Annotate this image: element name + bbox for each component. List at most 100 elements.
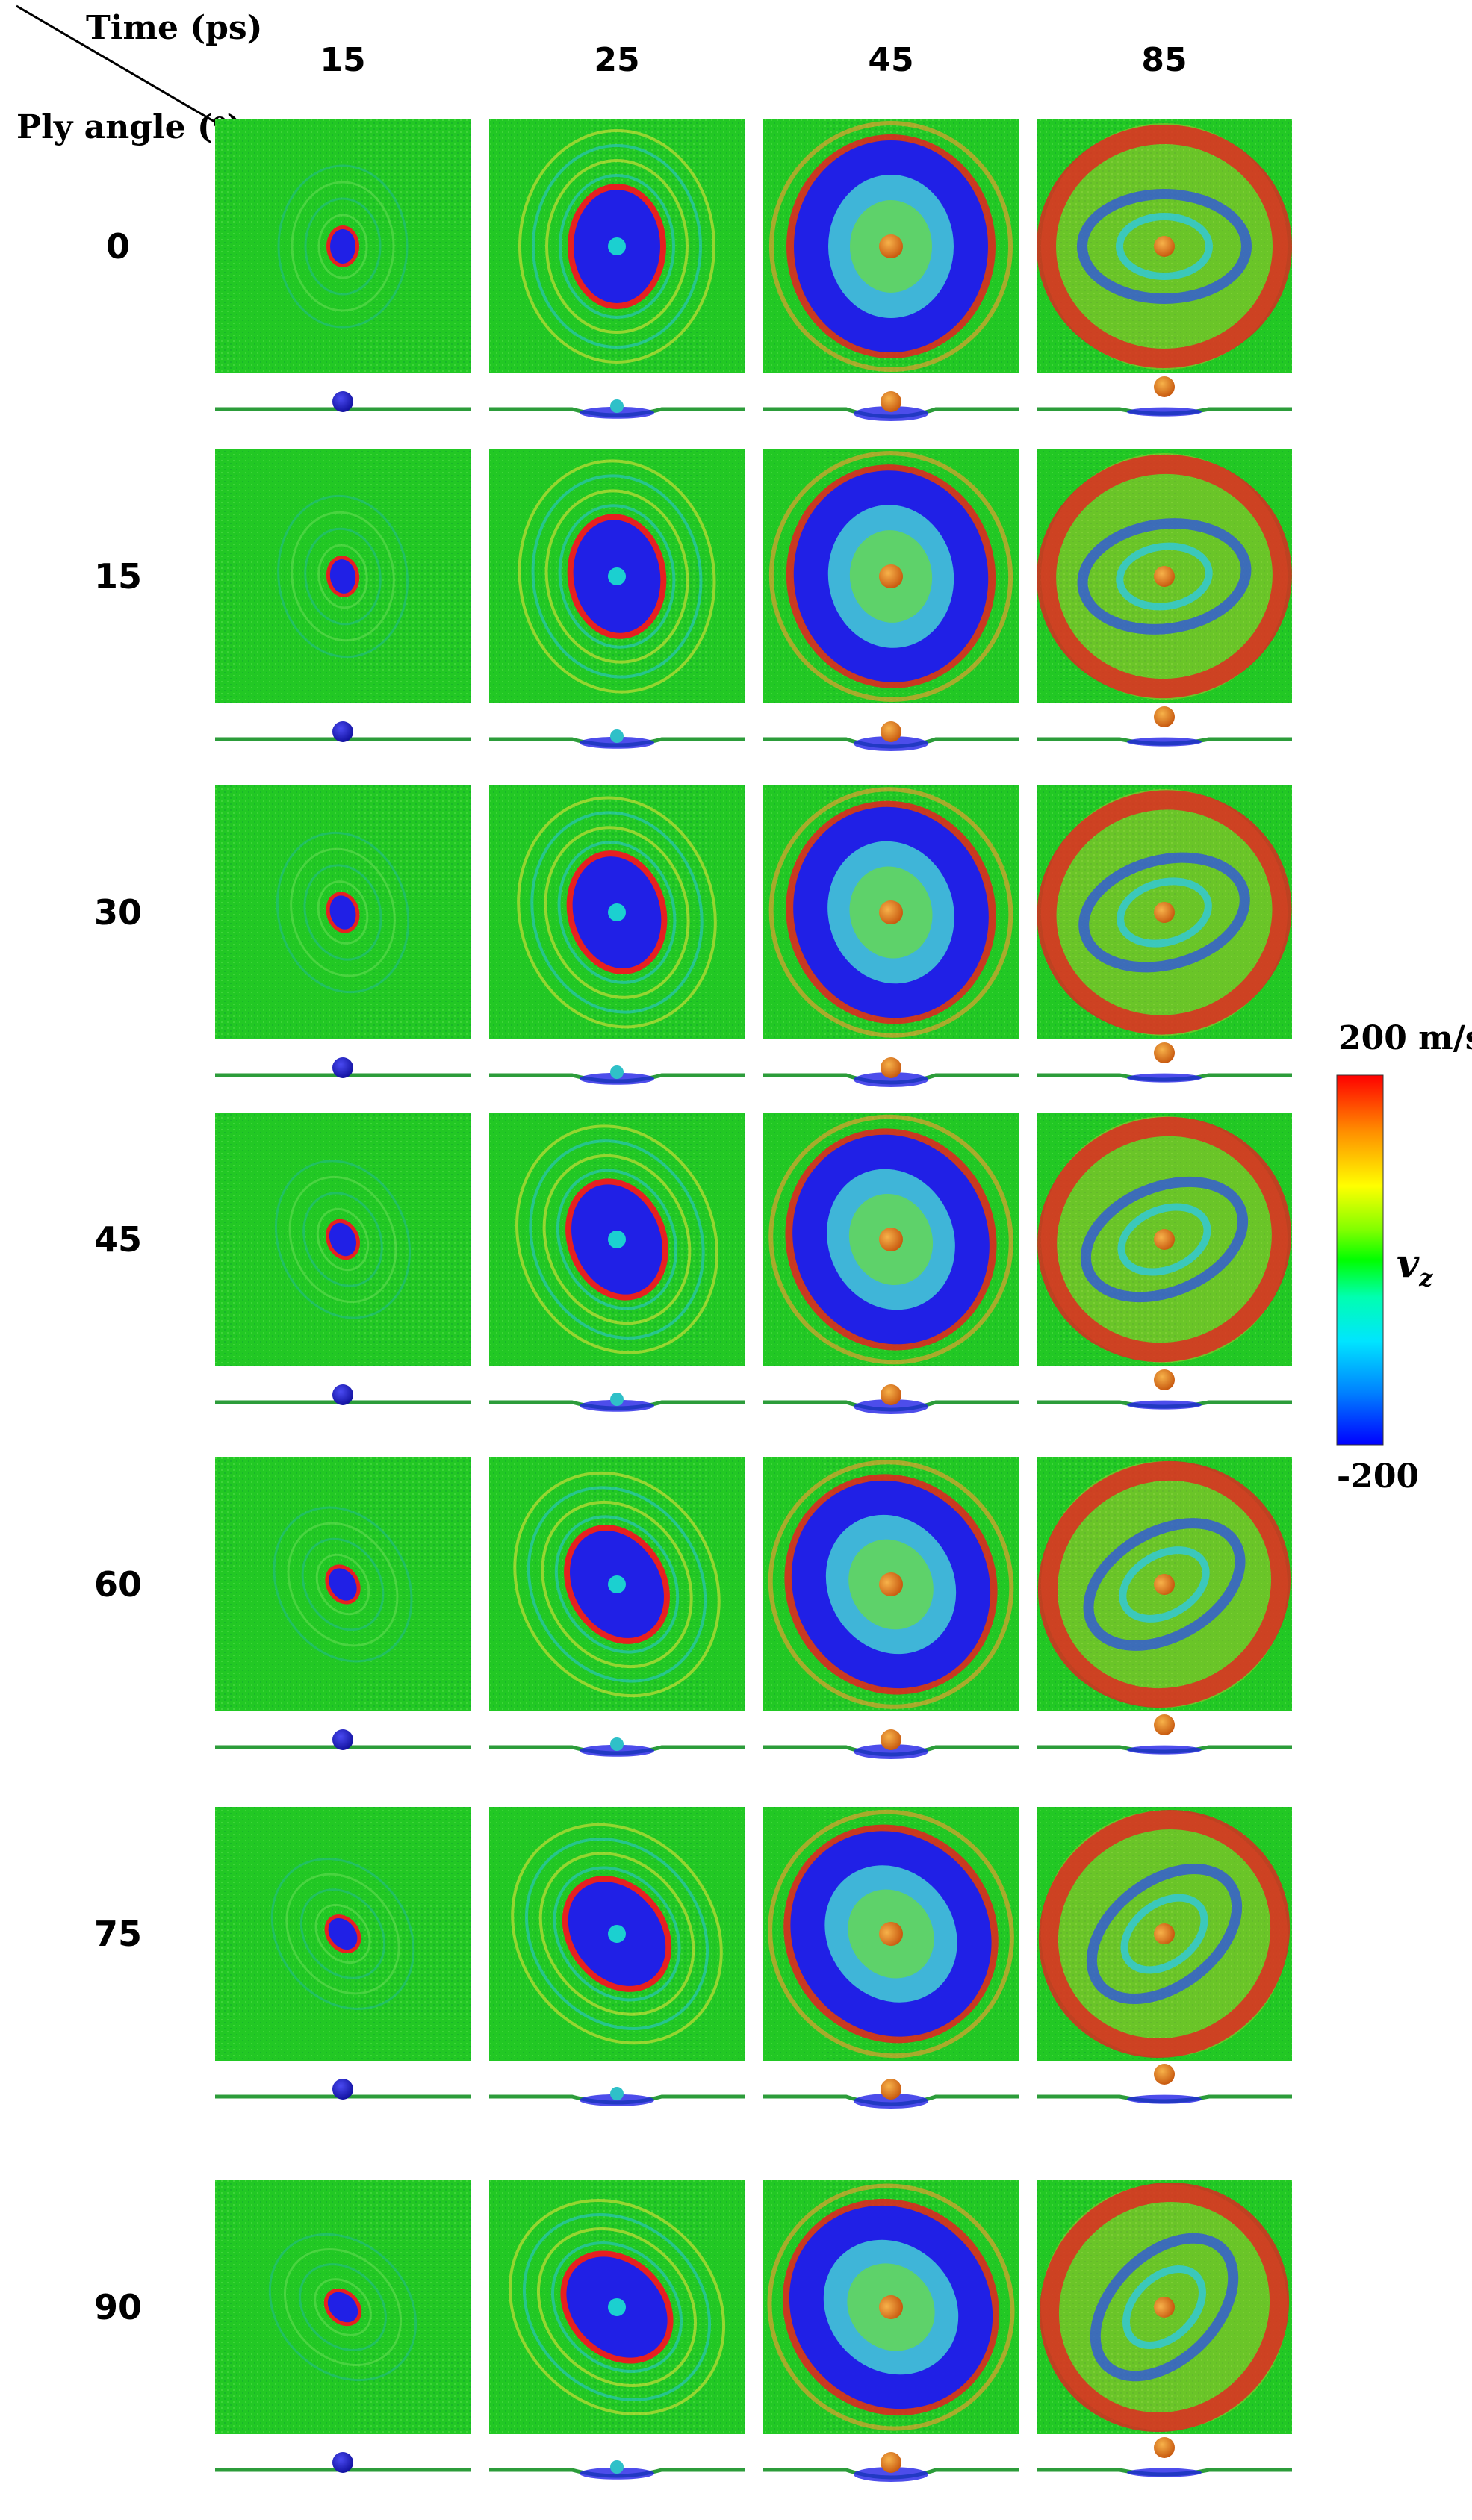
side-view xyxy=(489,1065,745,1085)
side-view xyxy=(489,399,745,419)
projectile xyxy=(610,729,624,743)
ply-angle-header-15: 15 xyxy=(94,556,142,597)
side-view xyxy=(489,729,745,749)
ply-angle-header-60: 60 xyxy=(94,1564,142,1605)
side-view xyxy=(763,2079,1019,2109)
time-column-headers: 15 25 45 85 xyxy=(320,41,1187,79)
wave-pattern xyxy=(1038,1809,1291,2059)
side-view xyxy=(763,1384,1019,1414)
projectile xyxy=(610,1737,624,1751)
projectile xyxy=(881,2452,901,2473)
velocity-panels xyxy=(215,119,1292,2482)
side-view xyxy=(489,2087,745,2106)
panel-angle-15-time-45 xyxy=(763,449,1019,751)
projectile xyxy=(610,399,624,413)
wave-pattern xyxy=(268,2233,417,2382)
wave-pattern xyxy=(1037,123,1292,370)
time-header-15: 15 xyxy=(320,41,365,79)
side-view xyxy=(215,2079,471,2100)
side-view xyxy=(1037,1369,1292,1410)
wave-pattern xyxy=(768,787,1013,1038)
wave-pattern xyxy=(768,451,1013,702)
ply-angle-row-headers: 0 15 30 45 60 75 90 xyxy=(94,226,142,2327)
panel-angle-75-time-85 xyxy=(1037,1807,1292,2104)
panel-angle-30-time-15 xyxy=(215,785,471,1078)
panel-angle-75-time-25 xyxy=(489,1807,745,2106)
wave-pattern xyxy=(513,1471,721,1698)
panel-angle-45-time-15 xyxy=(215,1113,471,1405)
projectile xyxy=(1154,1369,1175,1390)
panel-angle-0-time-15 xyxy=(215,119,471,412)
panel-angle-30-time-85 xyxy=(1037,785,1292,1083)
panel-angle-0-time-45 xyxy=(763,119,1019,421)
panel-angle-75-time-45 xyxy=(763,1807,1019,2109)
colorbar: 200 m/s vz -200 xyxy=(1336,1019,1472,1496)
wave-pattern xyxy=(508,2198,726,2416)
wave-pattern xyxy=(517,796,717,1029)
colorbar-variable-label: vz xyxy=(1397,1241,1433,1292)
projectile xyxy=(332,1729,353,1750)
side-view xyxy=(1037,2437,1292,2477)
panel-angle-60-time-45 xyxy=(763,1457,1019,1759)
wave-pattern xyxy=(277,164,409,329)
projectile xyxy=(881,391,901,412)
projectile xyxy=(332,721,353,742)
side-view xyxy=(489,1737,745,1757)
projectile xyxy=(332,1057,353,1078)
side-view xyxy=(763,1057,1019,1087)
side-view xyxy=(1037,1042,1292,1083)
header-diagonal-line xyxy=(16,4,243,140)
wave-pattern xyxy=(768,1114,1013,1365)
panel-angle-45-time-25 xyxy=(489,1113,745,1412)
panel-angle-90-time-25 xyxy=(489,2180,745,2480)
side-view xyxy=(763,721,1019,751)
colorbar-max-label: 200 m/s xyxy=(1338,1019,1472,1057)
wave-pattern xyxy=(1037,1116,1291,1363)
side-view xyxy=(763,391,1019,421)
panel-angle-0-time-25 xyxy=(489,119,745,419)
wave-pattern xyxy=(274,1160,412,1319)
wave-pattern xyxy=(518,459,716,694)
time-header-85: 85 xyxy=(1141,41,1187,79)
wave-pattern xyxy=(515,1124,718,1354)
colorbar-min-label: -200 xyxy=(1337,1457,1419,1496)
side-view xyxy=(1037,376,1292,417)
wave-pattern xyxy=(511,1823,723,2045)
wave-pattern xyxy=(1039,2182,1290,2433)
colorbar-gradient xyxy=(1336,1074,1384,1446)
projectile xyxy=(1154,376,1175,397)
ply-angle-label: Ply angle (o) xyxy=(16,108,242,146)
panel-angle-30-time-25 xyxy=(489,785,745,1085)
panel-angle-90-time-45 xyxy=(763,2180,1019,2482)
side-view xyxy=(215,1729,471,1750)
projectile xyxy=(1154,2064,1175,2085)
projectile xyxy=(881,1729,901,1750)
panel-angle-30-time-45 xyxy=(763,785,1019,1087)
projectile xyxy=(881,2079,901,2100)
projectile xyxy=(610,1393,624,1406)
wave-pattern xyxy=(276,831,410,994)
side-view xyxy=(215,721,471,742)
wave-pattern xyxy=(768,1809,1014,2059)
panel-angle-45-time-45 xyxy=(763,1113,1019,1414)
side-view xyxy=(1037,706,1292,747)
projectile xyxy=(1154,2437,1175,2458)
side-view xyxy=(1037,2064,1292,2104)
side-view xyxy=(489,2460,745,2480)
wave-pattern xyxy=(1037,1460,1291,1708)
side-view xyxy=(763,2452,1019,2482)
panel-angle-60-time-85 xyxy=(1037,1457,1292,1755)
time-header-45: 45 xyxy=(868,41,913,79)
side-view xyxy=(489,1393,745,1412)
ply-angle-header-75: 75 xyxy=(94,1914,142,1954)
panel-angle-45-time-85 xyxy=(1037,1113,1292,1410)
ply-angle-header-30: 30 xyxy=(94,892,142,933)
projectile xyxy=(881,721,901,742)
wave-pattern xyxy=(769,121,1013,372)
projectile xyxy=(332,2452,353,2473)
wave-pattern xyxy=(1037,789,1292,1036)
ply-angle-header-0: 0 xyxy=(106,226,130,267)
projectile xyxy=(610,1065,624,1079)
projectile xyxy=(610,2087,624,2100)
